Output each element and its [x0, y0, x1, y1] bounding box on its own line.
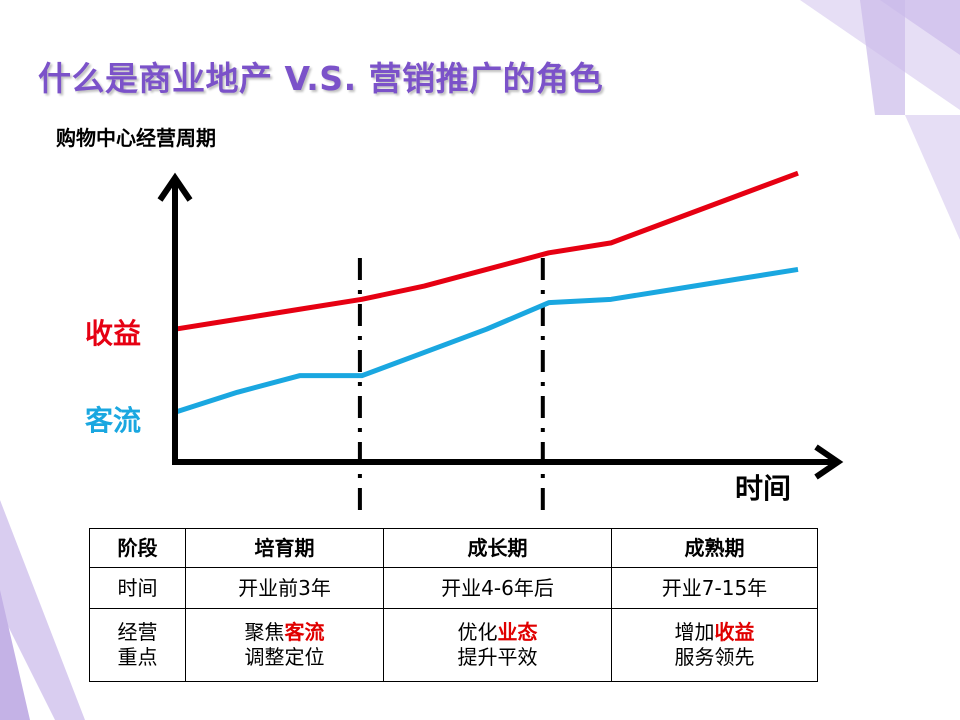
series-label-revenue: 收益 [85, 317, 141, 350]
focus-line2: 服务领先 [674, 645, 755, 669]
table-cell: 开业前3年 [185, 567, 384, 609]
focus-highlight: 业态 [497, 620, 538, 644]
series-line-traffic [174, 266, 799, 415]
table-header-row: 阶段 培育期 成长期 成熟期 [89, 528, 818, 568]
table-cell: 经营 重点 [89, 608, 186, 682]
y-axis-arrowhead [157, 172, 193, 202]
table-cell: 开业4-6年后 [383, 567, 612, 609]
focus-label-line1: 经营 [117, 620, 158, 644]
table-cell: 优化业态 提升平效 [383, 608, 612, 682]
phase-dividers [357, 258, 545, 520]
series-lines [174, 170, 799, 415]
focus-prefix: 聚焦 [244, 620, 285, 644]
x-axis-label: 时间 [735, 472, 791, 505]
table-row-focus: 经营 重点 聚焦客流 调整定位 优化业态 提升平效 增加收益 服务领先 [89, 608, 818, 682]
page-title: 什么是商业地产 V.S. 营销推广的角色 [38, 59, 604, 98]
focus-highlight: 收益 [714, 620, 755, 644]
focus-label-line2: 重点 [117, 645, 158, 669]
line-chart: 时间 收益 客流 [85, 170, 844, 520]
phase-table: 阶段 培育期 成长期 成熟期 时间 开业前3年 开业4-6年后 开业7-15年 … [89, 528, 818, 682]
table-row-time: 时间 开业前3年 开业4-6年后 开业7-15年 [89, 567, 818, 609]
x-axis-arrowhead [814, 444, 844, 480]
table-cell: 增加收益 服务领先 [611, 608, 818, 682]
table-cell: 开业7-15年 [611, 567, 818, 609]
table-header-cell: 阶段 [89, 528, 186, 568]
focus-prefix: 增加 [674, 620, 715, 644]
series-line-revenue [174, 170, 799, 332]
axes [157, 172, 844, 480]
table-cell: 聚焦客流 调整定位 [185, 608, 384, 682]
chart-subtitle: 购物中心经营周期 [56, 126, 216, 150]
focus-prefix: 优化 [457, 620, 498, 644]
table-header-cell: 成熟期 [611, 528, 818, 568]
focus-line2: 提升平效 [457, 645, 538, 669]
series-label-traffic: 客流 [85, 404, 141, 437]
focus-line2: 调整定位 [244, 645, 325, 669]
focus-highlight: 客流 [284, 620, 325, 644]
table-header-cell: 成长期 [383, 528, 612, 568]
table-cell: 时间 [89, 567, 186, 609]
table-header-cell: 培育期 [185, 528, 384, 568]
